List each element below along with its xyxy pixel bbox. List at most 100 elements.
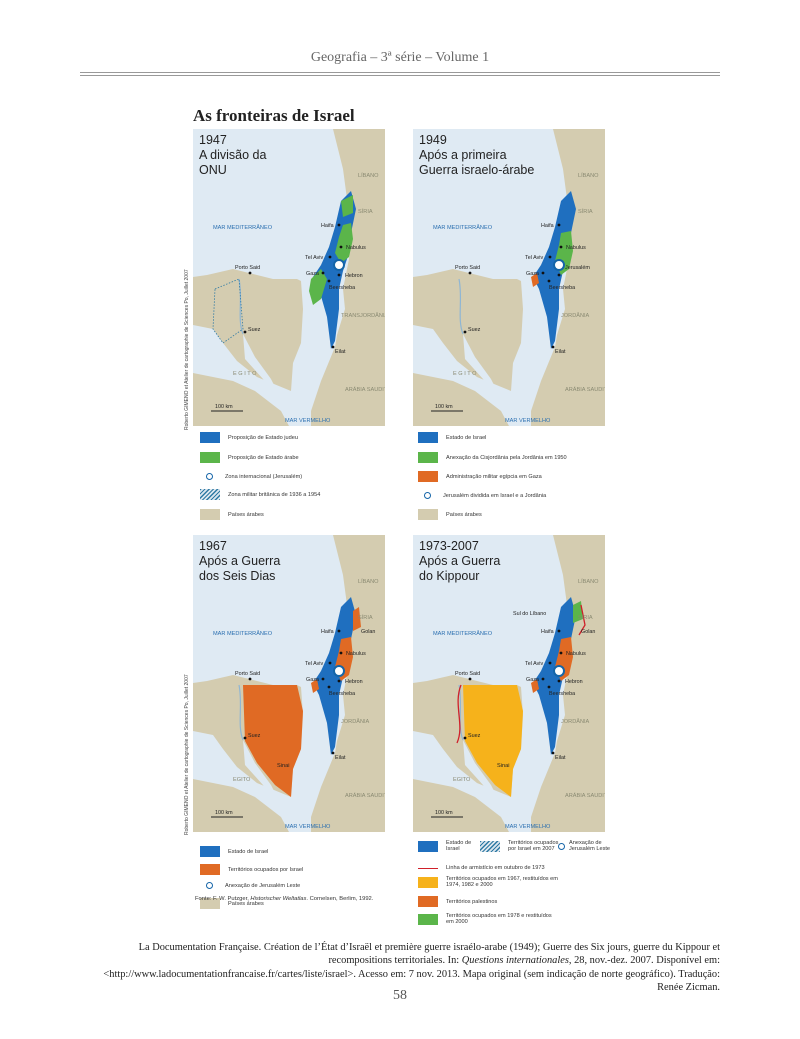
label-sinai: Sinai xyxy=(497,763,509,769)
legend-item: Territórios ocupados em 1967, restituído… xyxy=(418,876,566,888)
label-jordan: JORDÂNIA xyxy=(341,718,370,725)
label-arabia: ARÁBIA SAUDITA xyxy=(345,386,385,393)
label-mar-med: MAR MEDITERRÂNEO xyxy=(213,630,273,637)
region-c xyxy=(353,607,361,631)
levant-land xyxy=(311,129,385,426)
label-golan: Golan xyxy=(581,629,595,635)
scale-bar: 100 km xyxy=(211,810,243,818)
label-haifa: Haifa xyxy=(321,223,334,229)
header-rule xyxy=(80,72,720,73)
legend-1967: Estado de Israel Territórios ocupados po… xyxy=(200,840,400,915)
label-sul-libano: Sul do Líbano xyxy=(513,611,546,617)
levant-land xyxy=(311,535,385,832)
label-tel-aviv: Tel Aviv xyxy=(305,255,323,261)
label-siria: SÍRIA xyxy=(358,208,373,215)
label-arabia: ARÁBIA SAUDITA xyxy=(565,386,605,393)
label-eilat: Eilat xyxy=(335,349,346,355)
figure-caption: La Documentation Française. Création de … xyxy=(103,942,720,994)
label-nabulus: Nabulus xyxy=(346,245,366,251)
gulf-of-suez xyxy=(463,334,497,393)
scale-label: 100 km xyxy=(215,810,233,816)
label-jordan: JORDÂNIA xyxy=(561,718,590,725)
label-suez: Suez xyxy=(248,327,261,333)
egypt-lower-land xyxy=(413,373,509,426)
label-egito: E G I T O xyxy=(453,371,477,377)
label-golan: Golan xyxy=(361,629,375,635)
scale-bar: 100 km xyxy=(431,810,463,818)
egypt-lower-land xyxy=(193,779,289,832)
map-1973-2007: LÍBANO SÍRIA MAR MEDITERRÂNEO Haifa Nabu… xyxy=(413,535,605,832)
panel-title: 1967 Após a Guerra dos Seis Dias xyxy=(199,539,281,583)
label-mar-verm: MAR VERMELHO xyxy=(285,418,331,424)
label-beersheba: Beersheba xyxy=(329,691,355,697)
region-d xyxy=(243,685,303,797)
region-b xyxy=(531,679,539,693)
region-b xyxy=(309,269,327,305)
gulf-of-suez xyxy=(463,740,497,799)
egypt-lower-land xyxy=(413,779,509,832)
label-libano: LÍBANO xyxy=(578,578,599,585)
label-mar-verm: MAR VERMELHO xyxy=(285,824,331,830)
label-libano: LÍBANO xyxy=(578,172,599,179)
jerusalem-marker xyxy=(553,665,565,677)
scale-bar: 100 km xyxy=(211,404,243,412)
region-b xyxy=(311,679,319,693)
label-egito: EGITO xyxy=(453,777,471,783)
label-eilat: Eilat xyxy=(555,349,566,355)
label-suez: Suez xyxy=(468,327,481,333)
label-eilat: Eilat xyxy=(335,755,346,761)
label-jordan: TRANSJORDÂNIA xyxy=(341,312,385,319)
circle-icon xyxy=(558,842,565,850)
city-dots xyxy=(243,629,343,755)
region-c xyxy=(341,195,353,217)
panel-title: 1973-2007 Após a Guerra do Kippour xyxy=(419,539,501,583)
legend-1973-2007: Estado de Israel Territórios ocupados po… xyxy=(418,838,618,938)
label-mar-med: MAR MEDITERRÂNEO xyxy=(433,630,493,637)
label-hebron: Hebron xyxy=(565,679,583,685)
map: LÍBANO SÍRIA MAR MEDITERRÂNEO Haifa Nabu… xyxy=(193,535,385,832)
legend-item: Anexação de Jerusalém Leste xyxy=(200,882,300,889)
legend-item: Territórios ocupados por Israel xyxy=(200,864,303,875)
map-1947: LÍBANO SÍRIA MAR MEDITERRÂNEO Haifa Nabu… xyxy=(193,129,385,426)
jerusalem-marker xyxy=(333,665,345,677)
legend-item: Administração militar egípcia em Gaza xyxy=(418,471,542,482)
legend-item: Territórios ocupados por Israel em 2007 xyxy=(480,840,560,852)
scale-bar: 100 km xyxy=(431,404,463,412)
page-number: 58 xyxy=(393,988,407,1003)
legend-item: Países árabes xyxy=(200,509,264,520)
label-beersheba: Beersheba xyxy=(329,285,355,291)
city-dots xyxy=(243,223,343,349)
gulf-of-suez xyxy=(243,334,277,393)
label-mar-med: MAR MEDITERRÂNEO xyxy=(213,224,273,231)
label-sinai: Sinai xyxy=(277,763,289,769)
label-libano: LÍBANO xyxy=(358,578,379,585)
scale-label: 100 km xyxy=(215,404,233,410)
label-suez: Suez xyxy=(248,733,261,739)
legend-item: Proposição de Estado judeu xyxy=(200,432,298,443)
region-c xyxy=(573,601,583,623)
legend-item: Zona internacional (Jerusalém) xyxy=(200,473,302,480)
legend-1947: Proposição de Estado judeu Proposição de… xyxy=(200,432,400,532)
running-header: Geografia – 3ª série – Volume 1 xyxy=(310,50,490,65)
suez-canal xyxy=(458,278,464,335)
map-1967: LÍBANO SÍRIA MAR MEDITERRÂNEO Haifa Nabu… xyxy=(193,535,385,832)
israel-shape xyxy=(533,597,576,755)
figure-title: As fronteiras de Israel xyxy=(193,106,355,125)
map-credit-2: Roberto GIMENO et Atelier de cartographi… xyxy=(184,674,190,835)
panel-title: 1947 A divisão da ONU xyxy=(199,133,267,177)
label-arabia: ARÁBIA SAUDITA xyxy=(565,792,605,799)
label-mar-med: MAR MEDITERRÂNEO xyxy=(433,224,493,231)
map-1949: LÍBANO SÍRIA MAR MEDITERRÂNEO Haifa Nabu… xyxy=(413,129,605,426)
circle-icon xyxy=(424,492,431,499)
region-d xyxy=(463,685,523,797)
header-rule-2 xyxy=(80,75,720,76)
map-source: Fonte: F. W. Putzger, Historischer Welta… xyxy=(195,896,374,902)
label-siria: SÍRIA xyxy=(578,614,593,621)
label-jerusalem: Jerusalém xyxy=(565,265,590,271)
circle-icon xyxy=(206,473,213,480)
jerusalem-marker xyxy=(333,259,345,271)
label-nabulus: Nabulus xyxy=(346,651,366,657)
label-siria: SÍRIA xyxy=(578,208,593,215)
label-porto-said: Porto Said xyxy=(455,671,480,677)
map: LÍBANO SÍRIA MAR MEDITERRÂNEO Haifa Nabu… xyxy=(413,535,605,832)
